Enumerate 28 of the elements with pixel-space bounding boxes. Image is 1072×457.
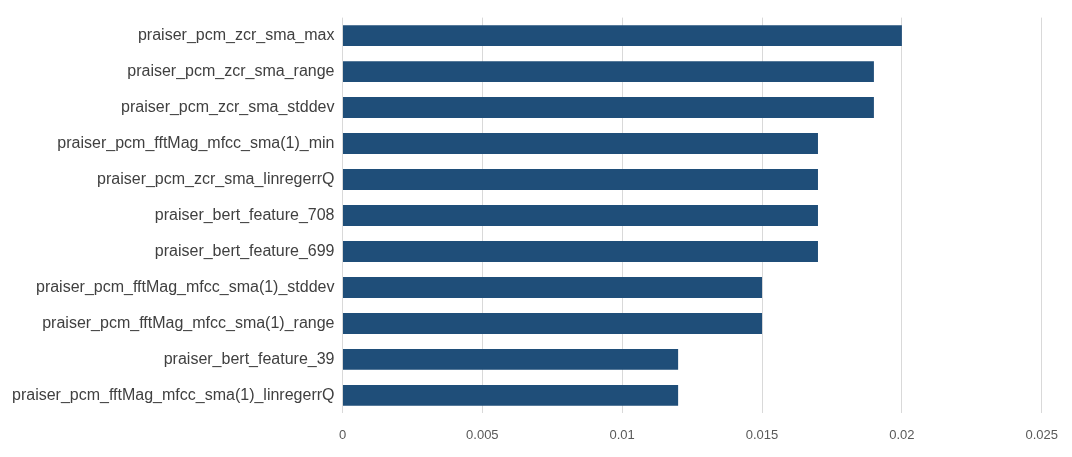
y-tick-label: praiser_pcm_zcr_sma_linregerrQ: [97, 169, 335, 188]
bar: [342, 348, 679, 370]
x-tick-label: 0.01: [609, 426, 635, 442]
x-tick-label: 0: [338, 426, 347, 442]
y-tick-label: praiser_pcm_fftMag_mfcc_sma(1)_min: [57, 133, 335, 152]
x-tick-label: 0.025: [1025, 426, 1059, 442]
bar: [342, 169, 818, 190]
bar: [342, 97, 874, 118]
bar: [342, 205, 818, 226]
y-tick-label: praiser_pcm_zcr_sma_max: [137, 26, 335, 44]
y-tick-label: praiser_pcm_zcr_sma_range: [127, 61, 335, 80]
y-tick-label: praiser_pcm_zcr_sma_stddev: [121, 97, 335, 116]
y-tick-label: praiser_bert_feature_708: [154, 205, 335, 224]
bar: [342, 313, 763, 334]
y-tick-label: praiser_pcm_fftMag_mfcc_sma(1)_range: [42, 313, 335, 332]
y-tick-label: praiser_bert_feature_39: [163, 349, 335, 368]
y-tick-label: praiser_bert_feature_699: [154, 241, 335, 260]
bar: [342, 133, 818, 154]
bar: [342, 384, 679, 406]
bar: [342, 61, 874, 83]
y-tick-label: praiser_pcm_fftMag_mfcc_sma(1)_stddev: [35, 277, 335, 296]
x-tick-label: 0.02: [889, 426, 915, 442]
x-tick-label: 0.015: [745, 426, 779, 442]
bar: [342, 25, 902, 47]
bar: [342, 277, 763, 298]
bar: [342, 241, 818, 262]
x-tick-label: 0.005: [466, 426, 499, 442]
y-tick-label: praiser_pcm_fftMag_mfcc_sma(1)_linregerrQ: [12, 385, 335, 404]
